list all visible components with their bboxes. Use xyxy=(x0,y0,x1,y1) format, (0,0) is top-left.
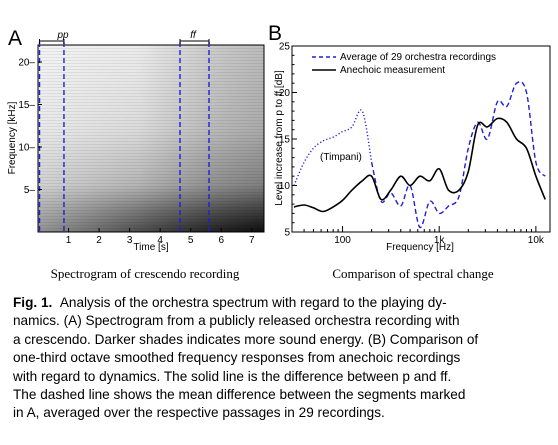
spectrogram-markers xyxy=(38,39,210,232)
caption-line-1: Fig. 1. Analysis of the orchestra spectr… xyxy=(13,295,447,310)
spectrogram-xtick-label: 7 xyxy=(249,235,255,246)
spectrogram-ylabel: Frequency [kHz] xyxy=(7,101,18,174)
caption-line-5: with regard to dynamics. The solid line … xyxy=(13,368,452,384)
spectrogram-marker-ff-label: ff xyxy=(190,30,197,41)
spectral-change-xlabel: Frequency [Hz] xyxy=(386,242,454,253)
spectrogram-xtick-label: 6 xyxy=(218,235,224,246)
y-tick-label: 25 xyxy=(279,42,291,53)
panel-a-subcaption: Spectrogram of crescendo recording xyxy=(50,266,240,281)
x-tick-label: 100 xyxy=(334,235,351,246)
caption-line-7: in A, averaged over the respective passa… xyxy=(13,405,385,421)
spectrogram-xtick-label: 3 xyxy=(127,235,133,246)
legend-entry-average: Average of 29 orchestra recordings xyxy=(340,52,496,63)
caption-line-3: a crescendo. Darker shades indicates mor… xyxy=(13,331,479,347)
spectral-change-ylabel: Level increase from p to ff [dB] xyxy=(274,70,285,206)
caption-line-4: one-third octave smoothed frequency resp… xyxy=(13,350,461,366)
y-tick-label: 10 xyxy=(279,181,291,192)
spectral-change-series xyxy=(293,80,546,229)
panel-b-subcaption: Comparison of spectral change xyxy=(332,266,494,281)
x-tick-label: 10k xyxy=(528,235,545,246)
legend-entry-anechoic: Anechoic measurement xyxy=(340,65,445,76)
spectrogram-xtick-label: 2 xyxy=(96,235,102,246)
legend: Average of 29 orchestra recordings Anech… xyxy=(312,52,496,76)
spectrogram-ytick-label: 5– xyxy=(24,185,36,196)
spectrogram-chart: 1 2 3 4 5 6 7 5– 10– 15– 20– pp ff Time [s] Freque… xyxy=(7,30,265,253)
panel-a-letter: A xyxy=(8,27,23,50)
spectral-change-axes: 100 1k 10k 5 10 15 20 25 xyxy=(279,42,545,247)
caption-line-6: The dashed line shows the mean differenc… xyxy=(13,387,466,403)
figure-caption: Fig. 1. Analysis of the orchestra spectr… xyxy=(13,294,545,423)
series-line-dotted xyxy=(293,109,373,186)
spectrogram-marker-pp-label: pp xyxy=(56,30,69,41)
spectrogram-xlabel: Time [s] xyxy=(133,242,168,253)
panel-b-letter: B xyxy=(268,22,283,45)
figure-label: Fig. 1. xyxy=(13,295,53,310)
spectrogram-ytick-label: 20– xyxy=(18,58,35,69)
y-tick-label: 5 xyxy=(284,228,290,239)
spectrogram-xtick-label: 1 xyxy=(66,235,72,246)
spectrogram-ytick-label: 15– xyxy=(18,100,35,111)
series-line-solid xyxy=(293,117,546,213)
y-tick-label: 15 xyxy=(279,135,291,146)
y-tick-label: 20 xyxy=(279,88,291,99)
spectral-change-chart: 100 1k 10k 5 10 15 20 25 Average of 29 orchestr… xyxy=(274,42,551,253)
series-line-dashed xyxy=(370,80,546,229)
timpani-annotation: (Timpani) xyxy=(320,152,362,163)
spectrogram-ytick-label: 10– xyxy=(18,143,35,154)
caption-line-2: namics. (A) Spectrogram from a publicly … xyxy=(13,313,460,329)
spectrogram-xtick-label: 4 xyxy=(157,235,163,246)
spectrogram-axes: 1 2 3 4 5 6 7 5– 10– 15– 20– xyxy=(18,58,255,247)
spectrogram-xtick-label: 5 xyxy=(188,235,194,246)
x-tick-label: 1k xyxy=(434,235,446,246)
